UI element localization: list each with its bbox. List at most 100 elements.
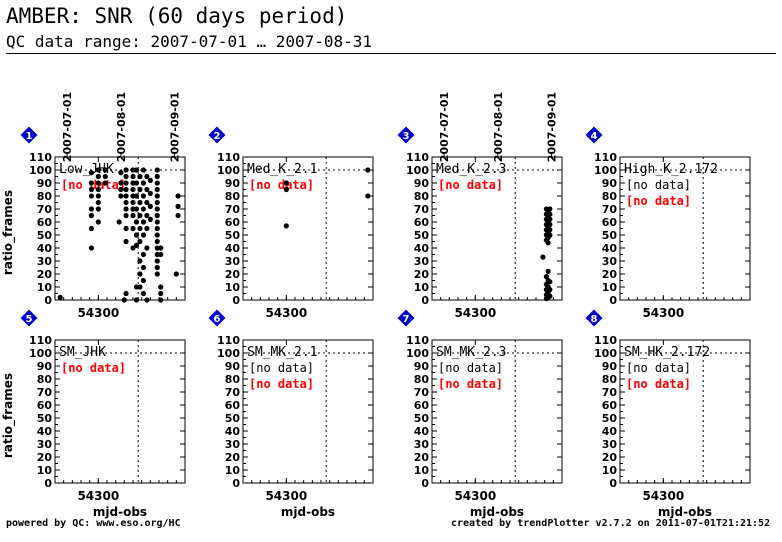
y-tick-label: 100: [406, 164, 429, 177]
data-point: [147, 177, 153, 183]
data-point: [154, 258, 160, 264]
y-tick-label: 40: [414, 242, 430, 255]
data-point: [88, 245, 94, 251]
data-point: [95, 167, 101, 173]
y-tick-label: 110: [217, 151, 240, 164]
data-point: [95, 193, 101, 199]
no-data-note: [no data]: [438, 377, 503, 391]
y-tick-label: 50: [225, 229, 241, 242]
y-tick-label: 110: [217, 334, 240, 347]
data-point: [547, 211, 553, 217]
panel-badge-number: 6: [214, 314, 221, 325]
data-point: [154, 219, 160, 225]
data-point: [154, 232, 160, 238]
y-tick-label: 90: [225, 177, 241, 190]
y-tick-label: 10: [225, 464, 241, 477]
y-tick-label: 60: [414, 399, 430, 412]
no-data-note: [no data]: [438, 361, 503, 375]
header-divider: [6, 53, 776, 54]
data-point: [154, 186, 160, 193]
x-axis-label: mjd-obs: [281, 505, 335, 519]
x-tick-label: 54300: [77, 306, 119, 320]
data-point: [95, 180, 101, 186]
data-point: [133, 193, 140, 199]
data-point: [547, 222, 553, 228]
date-label: 2007-09-01: [546, 92, 559, 162]
data-point: [545, 268, 551, 274]
y-tick-label: 0: [421, 294, 429, 307]
data-point: [130, 212, 136, 219]
data-point: [95, 206, 101, 212]
y-tick-label: 40: [225, 425, 241, 438]
data-point: [543, 274, 550, 280]
no-data-note: [no data]: [61, 361, 126, 375]
panel-badge-icon: [585, 309, 603, 327]
data-point: [547, 293, 553, 299]
x-tick-label: 54300: [642, 489, 684, 503]
page-title: AMBER: SNR (60 days period): [6, 4, 348, 28]
y-tick-label: 0: [609, 294, 617, 307]
footer-powered-by: powered by QC: www.eso.org/HC: [6, 518, 181, 529]
y-tick-label: 90: [37, 177, 53, 190]
data-point: [140, 232, 146, 238]
panel-badge-icon: [585, 126, 603, 144]
data-point: [140, 206, 146, 212]
x-axis-label: mjd-obs: [93, 505, 147, 519]
y-tick-label: 100: [217, 164, 240, 177]
y-tick-label: 20: [225, 451, 241, 464]
y-tick-label: 50: [225, 412, 241, 425]
y-tick-label: 0: [44, 477, 52, 490]
y-tick-label: 20: [37, 268, 53, 281]
y-tick-label: 0: [609, 477, 617, 490]
data-point: [57, 294, 63, 300]
data-point: [545, 240, 551, 246]
date-label: 2007-08-01: [492, 92, 505, 162]
y-tick-label: 70: [602, 203, 618, 216]
data-point: [140, 277, 146, 284]
y-tick-label: 60: [602, 399, 618, 412]
panel-badge-number: 1: [26, 131, 33, 142]
y-tick-label: 90: [602, 360, 618, 373]
data-point: [133, 232, 140, 238]
data-point: [118, 180, 124, 186]
y-tick-label: 60: [225, 399, 241, 412]
data-point: [123, 199, 129, 206]
panel-8: 8010203040506070809010011054300SM_HK_2.1…: [585, 309, 751, 519]
y-tick-label: 110: [29, 151, 52, 164]
panel-badge-number: 7: [403, 314, 410, 325]
y-tick-label: 30: [225, 255, 241, 268]
data-point: [88, 193, 94, 199]
panel-badge-number: 4: [591, 131, 598, 142]
x-axis-label: mjd-obs: [470, 505, 524, 519]
data-point: [547, 206, 553, 212]
y-tick-label: 20: [414, 268, 430, 281]
y-axis-label: ratio_frames: [1, 190, 16, 275]
data-point: [154, 212, 160, 219]
y-tick-label: 110: [594, 334, 617, 347]
data-point: [283, 180, 289, 186]
y-tick-label: 60: [602, 216, 618, 229]
data-point: [154, 271, 160, 277]
y-axis-label: ratio_frames: [1, 373, 16, 458]
y-tick-label: 50: [37, 412, 53, 425]
data-point: [88, 212, 94, 219]
data-point: [154, 206, 160, 212]
panel-name: SM_HK_2.172: [624, 345, 710, 360]
y-tick-label: 80: [37, 190, 53, 203]
data-point: [137, 238, 143, 245]
panel-badge-icon: [208, 126, 226, 144]
data-point: [88, 206, 94, 212]
data-point: [140, 290, 146, 297]
data-point: [140, 180, 146, 186]
y-tick-label: 60: [37, 216, 53, 229]
panel-3: 30102030405060708090100110543002007-07-0…: [397, 92, 563, 320]
y-tick-label: 30: [225, 438, 241, 451]
y-tick-label: 100: [217, 347, 240, 360]
y-tick-label: 70: [414, 203, 430, 216]
y-tick-label: 110: [594, 151, 617, 164]
panel-name: Med_K_2.3: [436, 162, 506, 177]
data-point: [140, 193, 146, 199]
data-point: [130, 186, 136, 193]
data-point: [144, 245, 150, 251]
x-tick-label: 54300: [265, 489, 307, 503]
